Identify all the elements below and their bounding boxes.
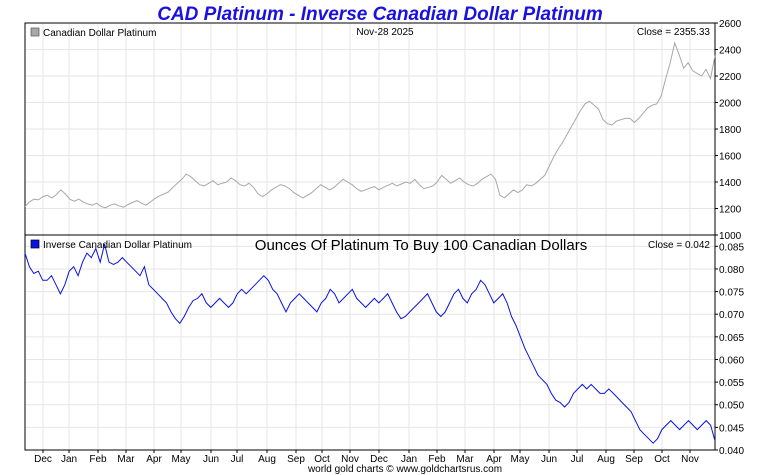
platinum-cad-line [24, 41, 716, 209]
x-tick-label-nov: Nov [341, 454, 359, 465]
x-axis: Dec Jan Feb Mar Apr May Jun Jul Aug Sep Oct Nov Dec J… [34, 450, 699, 465]
bottom-y-tick-label: 0.040 [719, 446, 744, 457]
date-label: Nov-28 2025 [356, 27, 414, 38]
x-tick-label-sep: Sep [287, 454, 305, 465]
top-y-tick-label: 2600 [719, 19, 742, 30]
bottom-y-tick-label: 0.045 [719, 423, 744, 434]
bottom-close-label: Close = 0.042 [648, 240, 710, 251]
inverse-platinum-line [24, 243, 716, 444]
x-tick-label-oct: Oct [314, 454, 330, 465]
top-y-tick-label: 1600 [719, 152, 742, 163]
x-tick-label-oct: Oct [654, 454, 670, 465]
x-tick-label-mar: Mar [456, 454, 474, 465]
x-tick-label-feb: Feb [428, 454, 446, 465]
bottom-y-tick-label: 0.075 [719, 288, 744, 299]
top-y-tick-label: 1400 [719, 178, 742, 189]
bottom-y-tick-label: 0.065 [719, 333, 744, 344]
bottom-y-tick-label: 0.070 [719, 310, 744, 321]
bottom-y-tick-label: 0.080 [719, 265, 744, 276]
top-y-axis: 2600 2400 2200 2000 1800 1600 1400 1200 1000 [715, 19, 742, 242]
x-tick-label-sep: Sep [625, 454, 643, 465]
top-y-tick-label: 1000 [719, 231, 742, 242]
top-legend-swatch [30, 27, 40, 37]
top-y-tick-label: 2200 [719, 72, 742, 83]
x-tick-label-aug: Aug [258, 454, 276, 465]
x-tick-label-dec: Dec [34, 454, 52, 465]
x-tick-label-jul: Jul [231, 454, 244, 465]
top-y-tick-label: 1800 [719, 125, 742, 136]
bottom-y-tick-label: 0.055 [719, 378, 744, 389]
chart-title: CAD Platinum - Inverse Canadian Dollar P… [157, 4, 603, 25]
x-tick-label-apr: Apr [146, 454, 162, 465]
footer-credit: world gold charts © www.goldchartsrus.co… [307, 464, 502, 475]
top-legend-label: Canadian Dollar Platinum [43, 28, 156, 39]
x-tick-label-jun: Jun [541, 454, 557, 465]
bottom-y-axis: 0.085 0.080 0.075 0.070 0.065 0.060 0.055 0.050… [715, 242, 744, 457]
x-tick-label-dec: Dec [370, 454, 388, 465]
bottom-panel-frame [24, 234, 716, 451]
top-close-label: Close = 2355.33 [637, 27, 711, 38]
top-y-tick-label: 1200 [719, 205, 742, 216]
x-tick-label-jun: Jun [203, 454, 219, 465]
x-tick-label-feb: Feb [89, 454, 107, 465]
bottom-legend-swatch [30, 239, 40, 249]
x-tick-label-aug: Aug [597, 454, 615, 465]
x-tick-label-may: May [172, 454, 191, 465]
bottom-y-tick-label: 0.060 [719, 355, 744, 366]
bottom-y-tick-label: 0.085 [719, 242, 744, 253]
x-tick-label-mar: Mar [117, 454, 135, 465]
bottom-legend-label: Inverse Canadian Dollar Platinum [43, 240, 192, 251]
bottom-chart-title: Ounces Of Platinum To Buy 100 Canadian D… [255, 237, 587, 254]
top-panel-grid [25, 23, 715, 235]
x-tick-label-nov: Nov [681, 454, 699, 465]
bottom-panel-grid [25, 235, 715, 450]
x-tick-label-jul: Jul [571, 454, 584, 465]
x-tick-label-jan: Jan [401, 454, 417, 465]
bottom-y-tick-label: 0.050 [719, 401, 744, 412]
top-y-tick-label: 2400 [719, 46, 742, 57]
top-y-tick-label: 2000 [719, 99, 742, 110]
x-tick-label-may: May [511, 454, 530, 465]
x-tick-label-apr: Apr [486, 454, 502, 465]
x-tick-label-jan: Jan [61, 454, 77, 465]
